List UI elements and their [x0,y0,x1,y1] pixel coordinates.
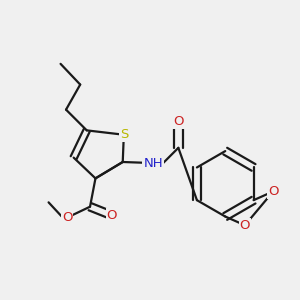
Text: O: O [173,115,184,128]
Text: O: O [62,211,72,224]
Text: O: O [268,185,278,198]
Text: O: O [240,219,250,232]
Text: S: S [120,128,128,141]
Text: NH: NH [143,157,163,169]
Text: O: O [106,209,117,222]
